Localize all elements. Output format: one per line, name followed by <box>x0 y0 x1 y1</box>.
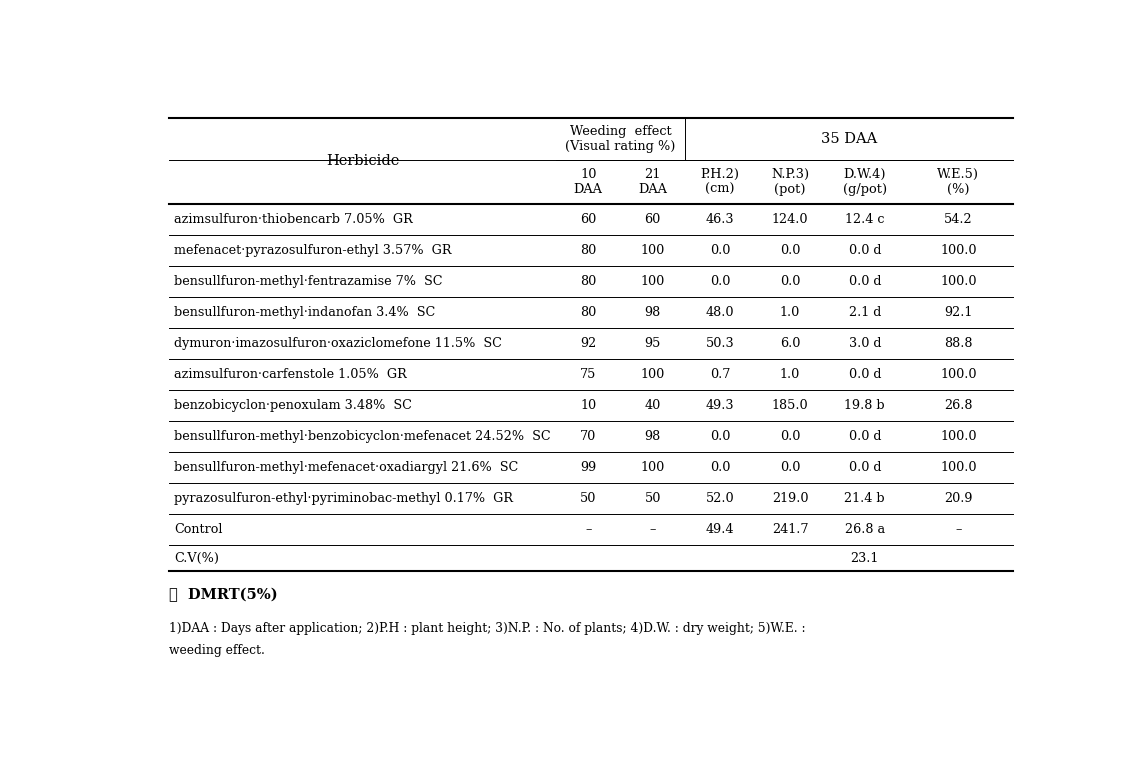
Text: 100.0: 100.0 <box>940 275 977 288</box>
Text: 92: 92 <box>580 337 596 350</box>
Text: 1.0: 1.0 <box>780 368 800 381</box>
Text: bensullfuron-methyl·mefenacet·oxadiargyl 21.6%  SC: bensullfuron-methyl·mefenacet·oxadiargyl… <box>174 461 519 474</box>
Text: P.H.2)
(cm): P.H.2) (cm) <box>700 168 740 196</box>
Text: 60: 60 <box>580 213 596 226</box>
Text: 40: 40 <box>644 400 661 412</box>
Text: weeding effect.: weeding effect. <box>169 645 264 658</box>
Text: 0.0: 0.0 <box>780 461 800 474</box>
Text: mefenacet·pyrazosulfuron-ethyl 3.57%  GR: mefenacet·pyrazosulfuron-ethyl 3.57% GR <box>174 244 451 257</box>
Text: 100: 100 <box>641 275 665 288</box>
Text: benzobicyclon·penoxulam 3.48%  SC: benzobicyclon·penoxulam 3.48% SC <box>174 400 413 412</box>
Text: 2.1 d: 2.1 d <box>848 306 881 319</box>
Text: 185.0: 185.0 <box>772 400 808 412</box>
Text: azimsulfuron·thiobencarb 7.05%  GR: azimsulfuron·thiobencarb 7.05% GR <box>174 213 413 226</box>
Text: bensullfuron-methyl·indanofan 3.4%  SC: bensullfuron-methyl·indanofan 3.4% SC <box>174 306 435 319</box>
Text: 80: 80 <box>580 275 596 288</box>
Text: bensullfuron-methyl·benzobicyclon·mefenacet 24.52%  SC: bensullfuron-methyl·benzobicyclon·mefena… <box>174 430 551 443</box>
Text: 241.7: 241.7 <box>772 524 808 537</box>
Text: C.V(%): C.V(%) <box>174 552 219 565</box>
Text: 100: 100 <box>641 461 665 474</box>
Text: 70: 70 <box>580 430 596 443</box>
Text: –: – <box>955 524 962 537</box>
Text: 80: 80 <box>580 244 596 257</box>
Text: D.W.4)
(g/pot): D.W.4) (g/pot) <box>842 168 887 196</box>
Text: 0.0: 0.0 <box>780 430 800 443</box>
Text: 0.0: 0.0 <box>710 244 730 257</box>
Text: 100.0: 100.0 <box>940 244 977 257</box>
Text: 26.8 a: 26.8 a <box>845 524 885 537</box>
Text: 10
DAA: 10 DAA <box>573 168 603 196</box>
Text: 80: 80 <box>580 306 596 319</box>
Text: 95: 95 <box>644 337 661 350</box>
Text: 21.4 b: 21.4 b <box>845 492 885 505</box>
Text: 100: 100 <box>641 368 665 381</box>
Text: 60: 60 <box>644 213 661 226</box>
Text: 50: 50 <box>644 492 661 505</box>
Text: 50: 50 <box>580 492 596 505</box>
Text: 0.0: 0.0 <box>710 461 730 474</box>
Text: 23.1: 23.1 <box>850 552 879 565</box>
Text: W.E.5)
(%): W.E.5) (%) <box>937 168 979 196</box>
Text: 92.1: 92.1 <box>944 306 972 319</box>
Text: 100.0: 100.0 <box>940 430 977 443</box>
Text: 1)DAA : Days after application; 2)P.H : plant height; 3)N.P. : No. of plants; 4): 1)DAA : Days after application; 2)P.H : … <box>169 622 806 635</box>
Text: 0.0 d: 0.0 d <box>848 244 881 257</box>
Text: dymuron·imazosulfuron·oxaziclomefone 11.5%  SC: dymuron·imazosulfuron·oxaziclomefone 11.… <box>174 337 503 350</box>
Text: Herbicide: Herbicide <box>326 154 399 167</box>
Text: 0.0: 0.0 <box>780 275 800 288</box>
Text: 1.0: 1.0 <box>780 306 800 319</box>
Text: 50.3: 50.3 <box>706 337 734 350</box>
Text: 49.4: 49.4 <box>706 524 734 537</box>
Text: 124.0: 124.0 <box>772 213 808 226</box>
Text: ※  DMRT(5%): ※ DMRT(5%) <box>169 588 278 603</box>
Text: 26.8: 26.8 <box>944 400 972 412</box>
Text: 48.0: 48.0 <box>706 306 734 319</box>
Text: 75: 75 <box>580 368 596 381</box>
Text: 0.0 d: 0.0 d <box>848 461 881 474</box>
Text: 6.0: 6.0 <box>780 337 800 350</box>
Text: 100.0: 100.0 <box>940 461 977 474</box>
Text: 100: 100 <box>641 244 665 257</box>
Text: 0.0 d: 0.0 d <box>848 275 881 288</box>
Text: 219.0: 219.0 <box>772 492 808 505</box>
Text: 0.0 d: 0.0 d <box>848 368 881 381</box>
Text: 20.9: 20.9 <box>944 492 972 505</box>
Text: N.P.3)
(pot): N.P.3) (pot) <box>771 168 809 196</box>
Text: 0.0 d: 0.0 d <box>848 430 881 443</box>
Text: azimsulfuron·carfenstole 1.05%  GR: azimsulfuron·carfenstole 1.05% GR <box>174 368 407 381</box>
Text: 0.7: 0.7 <box>710 368 730 381</box>
Text: 35 DAA: 35 DAA <box>821 132 877 146</box>
Text: 54.2: 54.2 <box>944 213 972 226</box>
Text: 10: 10 <box>580 400 596 412</box>
Text: 49.3: 49.3 <box>706 400 734 412</box>
Text: 0.0: 0.0 <box>710 430 730 443</box>
Text: –: – <box>650 524 656 537</box>
Text: 88.8: 88.8 <box>944 337 972 350</box>
Text: 19.8 b: 19.8 b <box>845 400 885 412</box>
Text: 3.0 d: 3.0 d <box>848 337 881 350</box>
Text: 100.0: 100.0 <box>940 368 977 381</box>
Text: –: – <box>585 524 592 537</box>
Text: 52.0: 52.0 <box>706 492 734 505</box>
Text: 98: 98 <box>644 430 661 443</box>
Text: 46.3: 46.3 <box>706 213 734 226</box>
Text: pyrazosulfuron-ethyl·pyriminobac-methyl 0.17%  GR: pyrazosulfuron-ethyl·pyriminobac-methyl … <box>174 492 513 505</box>
Text: Control: Control <box>174 524 222 537</box>
Text: Weeding  effect
(Visual rating %): Weeding effect (Visual rating %) <box>565 125 676 153</box>
Text: 0.0: 0.0 <box>780 244 800 257</box>
Text: 21
DAA: 21 DAA <box>638 168 667 196</box>
Text: 12.4 c: 12.4 c <box>845 213 885 226</box>
Text: 98: 98 <box>644 306 661 319</box>
Text: 99: 99 <box>580 461 596 474</box>
Text: bensullfuron-methyl·fentrazamise 7%  SC: bensullfuron-methyl·fentrazamise 7% SC <box>174 275 442 288</box>
Text: 0.0: 0.0 <box>710 275 730 288</box>
